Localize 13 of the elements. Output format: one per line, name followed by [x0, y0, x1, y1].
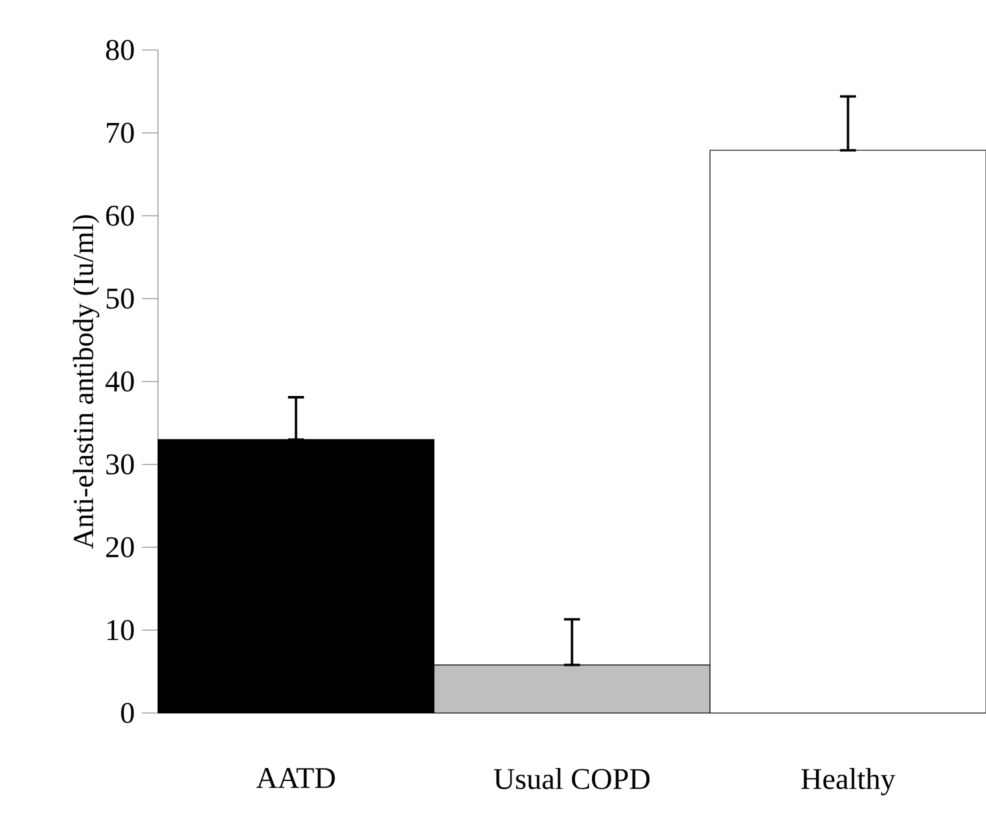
y-tick-label: 50 [106, 288, 134, 309]
y-tick-label: 30 [106, 454, 134, 474]
y-tick-label: 40 [106, 371, 134, 392]
y-tick-label: 0 [121, 702, 134, 724]
y-axis-title: Anti-elastin antibody (Iu/ml) [72, 215, 100, 549]
x-tick-label: Healthy [801, 768, 896, 796]
y-tick-label: 70 [106, 122, 134, 143]
x-tick-label: AATD [256, 768, 335, 788]
y-tick-label: 60 [106, 206, 134, 226]
x-tick-label: Usual COPD [494, 768, 650, 790]
y-tick-label: 80 [106, 40, 134, 60]
y-tick-label: 10 [108, 620, 134, 640]
y-tick-label: 20 [106, 537, 134, 558]
